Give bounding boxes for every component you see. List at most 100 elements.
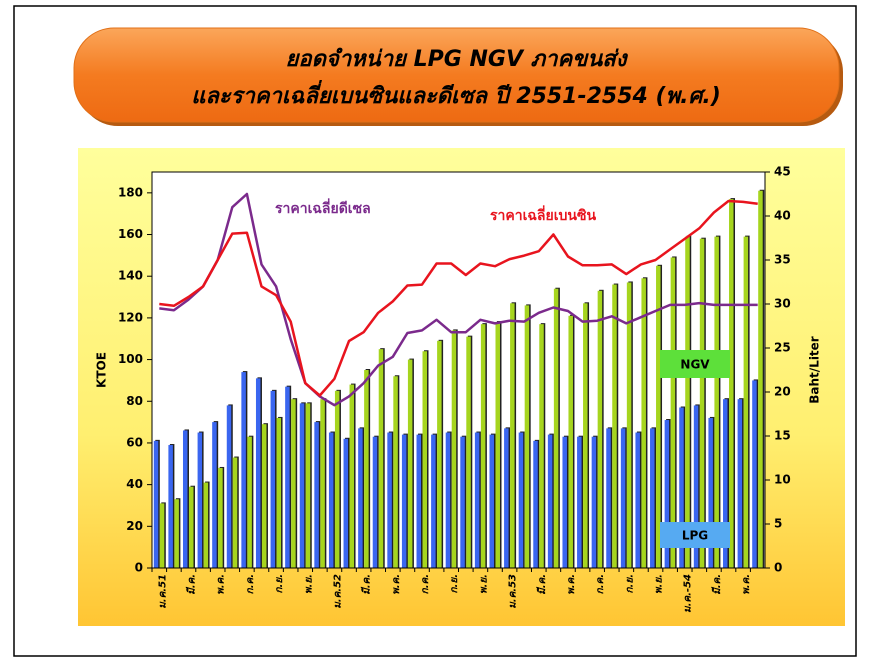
x-tick-label: ก.ค. xyxy=(420,574,431,594)
bar xyxy=(679,407,684,568)
x-tick-label: ก.ย. xyxy=(449,574,460,594)
x-tick-label: ม.ค.52 xyxy=(332,574,343,609)
bar xyxy=(466,336,471,568)
y-tick-label: 100 xyxy=(118,352,143,366)
bar xyxy=(562,436,567,568)
bar xyxy=(626,282,632,568)
y2-tick-label: 25 xyxy=(774,341,791,355)
bar xyxy=(480,324,486,568)
y-tick-label: 160 xyxy=(118,227,143,241)
x-tick-label: มี.ค. xyxy=(711,574,723,595)
bar xyxy=(437,340,442,568)
legend-swatch xyxy=(660,350,730,378)
bar xyxy=(212,422,217,568)
bar xyxy=(758,190,763,569)
bar xyxy=(685,236,690,568)
bar xyxy=(343,438,349,568)
x-tick-label: ก.ค. xyxy=(595,574,606,594)
bar xyxy=(188,486,194,568)
x-tick-label: พ.ย. xyxy=(478,574,489,594)
legend-swatch xyxy=(660,522,730,548)
bar xyxy=(416,434,422,568)
bar xyxy=(699,238,705,568)
bar xyxy=(518,432,524,568)
y2-tick-label: 35 xyxy=(774,253,791,267)
bar xyxy=(159,503,165,568)
x-tick-label: ม.ค.51 xyxy=(157,574,168,609)
bar xyxy=(305,403,311,568)
bar xyxy=(693,405,699,568)
bar xyxy=(664,420,670,568)
x-tick-label: พ.ค. xyxy=(566,574,577,595)
banner xyxy=(73,27,840,123)
bar xyxy=(285,386,290,568)
bar xyxy=(270,390,276,568)
bar xyxy=(635,432,640,568)
y2-tick-label: 0 xyxy=(774,561,782,575)
bar xyxy=(358,428,363,568)
bar xyxy=(255,378,261,568)
bar xyxy=(606,428,611,568)
bar xyxy=(407,359,413,568)
y2-tick-label: 5 xyxy=(774,517,782,531)
bar xyxy=(328,432,334,568)
y-tick-label: 60 xyxy=(126,435,143,449)
bar xyxy=(641,278,646,568)
y-axis-label: KTOE xyxy=(95,352,109,388)
bar xyxy=(320,399,325,568)
bar xyxy=(349,384,355,568)
bar xyxy=(714,236,719,568)
bar xyxy=(729,199,734,569)
bar xyxy=(203,482,209,568)
bar xyxy=(737,399,743,568)
x-tick-label: มี.ค. xyxy=(361,574,373,595)
bar xyxy=(489,434,494,568)
bar xyxy=(620,428,626,568)
bar xyxy=(387,432,392,568)
bar xyxy=(650,428,655,568)
x-tick-label: พ.ย. xyxy=(654,574,665,594)
y-tick-label: 180 xyxy=(118,185,143,199)
bar xyxy=(422,351,428,568)
bar xyxy=(612,284,617,568)
y-tick-label: 20 xyxy=(126,519,143,533)
bar xyxy=(460,436,465,568)
bar xyxy=(451,330,457,568)
x-tick-label: ม.ค.53 xyxy=(508,574,519,609)
line xyxy=(159,192,758,407)
bar xyxy=(226,405,232,568)
y2-tick-label: 30 xyxy=(774,297,791,311)
chart-title: ยอดจำหน่าย LPG NGV ภาคขนส่ง xyxy=(286,47,629,72)
x-tick-label: ก.ค. xyxy=(245,574,256,594)
x-tick-label: พ.ค. xyxy=(391,574,402,595)
bar xyxy=(241,372,246,568)
bar xyxy=(247,436,252,568)
x-tick-label: ก.ย. xyxy=(274,574,285,594)
y2-tick-label: 40 xyxy=(774,209,791,223)
bar xyxy=(197,432,203,568)
bar xyxy=(656,265,661,568)
bar xyxy=(232,457,238,568)
line-label: ราคาเฉลี่ยเบนซิน xyxy=(490,205,596,224)
bar xyxy=(723,399,728,568)
bar xyxy=(299,403,305,568)
bar xyxy=(533,440,538,568)
bar xyxy=(510,303,515,568)
bar xyxy=(743,236,749,568)
legend-label: NGV xyxy=(680,358,710,372)
legend-label: LPG xyxy=(682,529,708,543)
x-tick-label: พ.ย. xyxy=(303,574,314,594)
line xyxy=(159,199,758,397)
y2-tick-label: 10 xyxy=(774,473,791,487)
bar xyxy=(504,428,509,568)
bar xyxy=(591,436,597,568)
line-label: ราคาเฉลี่ยดีเซล xyxy=(275,198,371,217)
y2-tick-label: 15 xyxy=(774,429,791,443)
bar xyxy=(445,432,451,568)
bar xyxy=(182,430,188,568)
bar xyxy=(495,322,500,568)
bar xyxy=(597,290,603,568)
bar xyxy=(577,436,582,568)
bar xyxy=(752,380,757,568)
